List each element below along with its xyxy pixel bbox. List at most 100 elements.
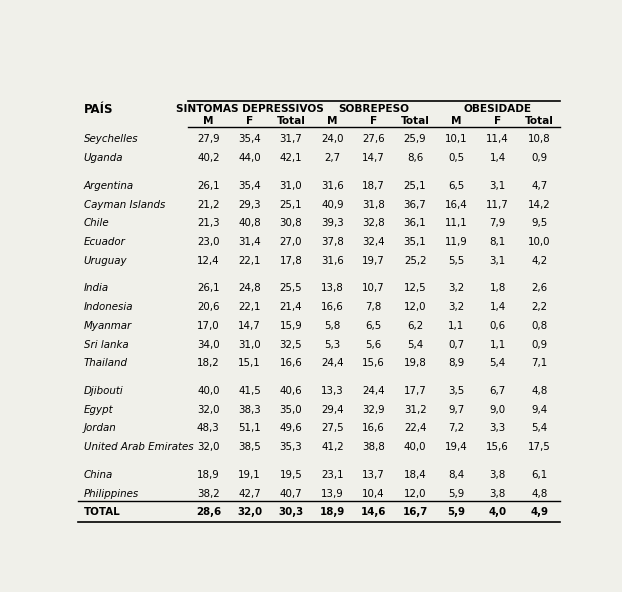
Text: India: India [83,284,109,294]
Text: 15,6: 15,6 [486,442,509,452]
Text: 35,4: 35,4 [238,181,261,191]
Text: 4,2: 4,2 [531,256,547,266]
Text: 4,7: 4,7 [531,181,547,191]
Text: 42,1: 42,1 [280,153,302,163]
Text: 40,6: 40,6 [280,386,302,396]
Text: 16,4: 16,4 [445,200,468,210]
Text: 16,6: 16,6 [280,358,302,368]
Text: 11,9: 11,9 [445,237,468,247]
Text: 5,3: 5,3 [324,340,340,349]
Text: 14,2: 14,2 [528,200,550,210]
Text: Thailand: Thailand [83,358,128,368]
Text: 16,6: 16,6 [363,423,385,433]
Text: 32,8: 32,8 [363,218,385,229]
Text: 24,0: 24,0 [321,134,343,144]
Text: 5,4: 5,4 [407,340,423,349]
Text: 38,5: 38,5 [238,442,261,452]
Text: 4,0: 4,0 [489,507,507,517]
Text: 6,7: 6,7 [490,386,506,396]
Text: 49,6: 49,6 [280,423,302,433]
Text: Argentina: Argentina [83,181,134,191]
Text: 30,8: 30,8 [280,218,302,229]
Text: 32,0: 32,0 [237,507,262,517]
Text: 41,5: 41,5 [238,386,261,396]
Text: 1,4: 1,4 [490,302,506,312]
Text: 11,7: 11,7 [486,200,509,210]
Text: 5,4: 5,4 [490,358,506,368]
Text: TOTAL: TOTAL [83,507,120,517]
Text: 16,6: 16,6 [321,302,344,312]
Text: 5,9: 5,9 [447,507,465,517]
Text: Sri lanka: Sri lanka [83,340,128,349]
Text: 35,4: 35,4 [238,134,261,144]
Text: 13,9: 13,9 [321,488,344,498]
Text: 6,5: 6,5 [366,321,382,331]
Text: 3,2: 3,2 [448,302,465,312]
Text: 4,8: 4,8 [531,488,547,498]
Text: China: China [83,470,113,480]
Text: 0,6: 0,6 [490,321,506,331]
Text: 29,3: 29,3 [238,200,261,210]
Text: 18,7: 18,7 [363,181,385,191]
Text: 5,4: 5,4 [531,423,547,433]
Text: 14,6: 14,6 [361,507,386,517]
Text: Myanmar: Myanmar [83,321,132,331]
Text: 23,1: 23,1 [321,470,344,480]
Text: 40,2: 40,2 [197,153,220,163]
Text: 26,1: 26,1 [197,181,220,191]
Text: 4,9: 4,9 [530,507,548,517]
Text: Egypt: Egypt [83,405,113,415]
Text: 31,0: 31,0 [238,340,261,349]
Text: 34,0: 34,0 [197,340,220,349]
Text: 6,5: 6,5 [448,181,465,191]
Text: Uruguay: Uruguay [83,256,127,266]
Text: Djibouti: Djibouti [83,386,123,396]
Text: 8,1: 8,1 [490,237,506,247]
Text: 27,9: 27,9 [197,134,220,144]
Text: 25,2: 25,2 [404,256,426,266]
Text: 3,2: 3,2 [448,284,465,294]
Text: 8,4: 8,4 [448,470,465,480]
Text: Total: Total [401,115,430,126]
Text: 11,4: 11,4 [486,134,509,144]
Text: 24,4: 24,4 [321,358,344,368]
Text: 5,5: 5,5 [448,256,465,266]
Text: 8,9: 8,9 [448,358,465,368]
Text: M: M [327,115,338,126]
Text: 9,5: 9,5 [531,218,547,229]
Text: 9,0: 9,0 [490,405,506,415]
Text: 0,9: 0,9 [531,340,547,349]
Text: 22,1: 22,1 [238,302,261,312]
Text: 19,7: 19,7 [363,256,385,266]
Text: 44,0: 44,0 [238,153,261,163]
Text: 23,0: 23,0 [197,237,220,247]
Text: Indonesia: Indonesia [83,302,133,312]
Text: PAÍS: PAÍS [83,103,113,116]
Text: 10,8: 10,8 [528,134,550,144]
Text: 0,9: 0,9 [531,153,547,163]
Text: 1,1: 1,1 [448,321,465,331]
Text: SOBREPESO: SOBREPESO [338,104,409,114]
Text: 9,7: 9,7 [448,405,465,415]
Text: 7,9: 7,9 [490,218,506,229]
Text: 29,4: 29,4 [321,405,344,415]
Text: F: F [246,115,253,126]
Text: 24,8: 24,8 [238,284,261,294]
Text: 1,4: 1,4 [490,153,506,163]
Text: 7,2: 7,2 [448,423,465,433]
Text: 41,2: 41,2 [321,442,344,452]
Text: 35,1: 35,1 [404,237,427,247]
Text: 40,0: 40,0 [404,442,426,452]
Text: 19,8: 19,8 [404,358,427,368]
Text: 32,0: 32,0 [197,442,220,452]
Text: 2,6: 2,6 [531,284,547,294]
Text: 21,3: 21,3 [197,218,220,229]
Text: 31,2: 31,2 [404,405,427,415]
Text: 31,7: 31,7 [280,134,302,144]
Text: 11,1: 11,1 [445,218,468,229]
Text: F: F [494,115,501,126]
Text: 32,4: 32,4 [363,237,385,247]
Text: 32,0: 32,0 [197,405,220,415]
Text: 19,5: 19,5 [280,470,302,480]
Text: Seychelles: Seychelles [83,134,138,144]
